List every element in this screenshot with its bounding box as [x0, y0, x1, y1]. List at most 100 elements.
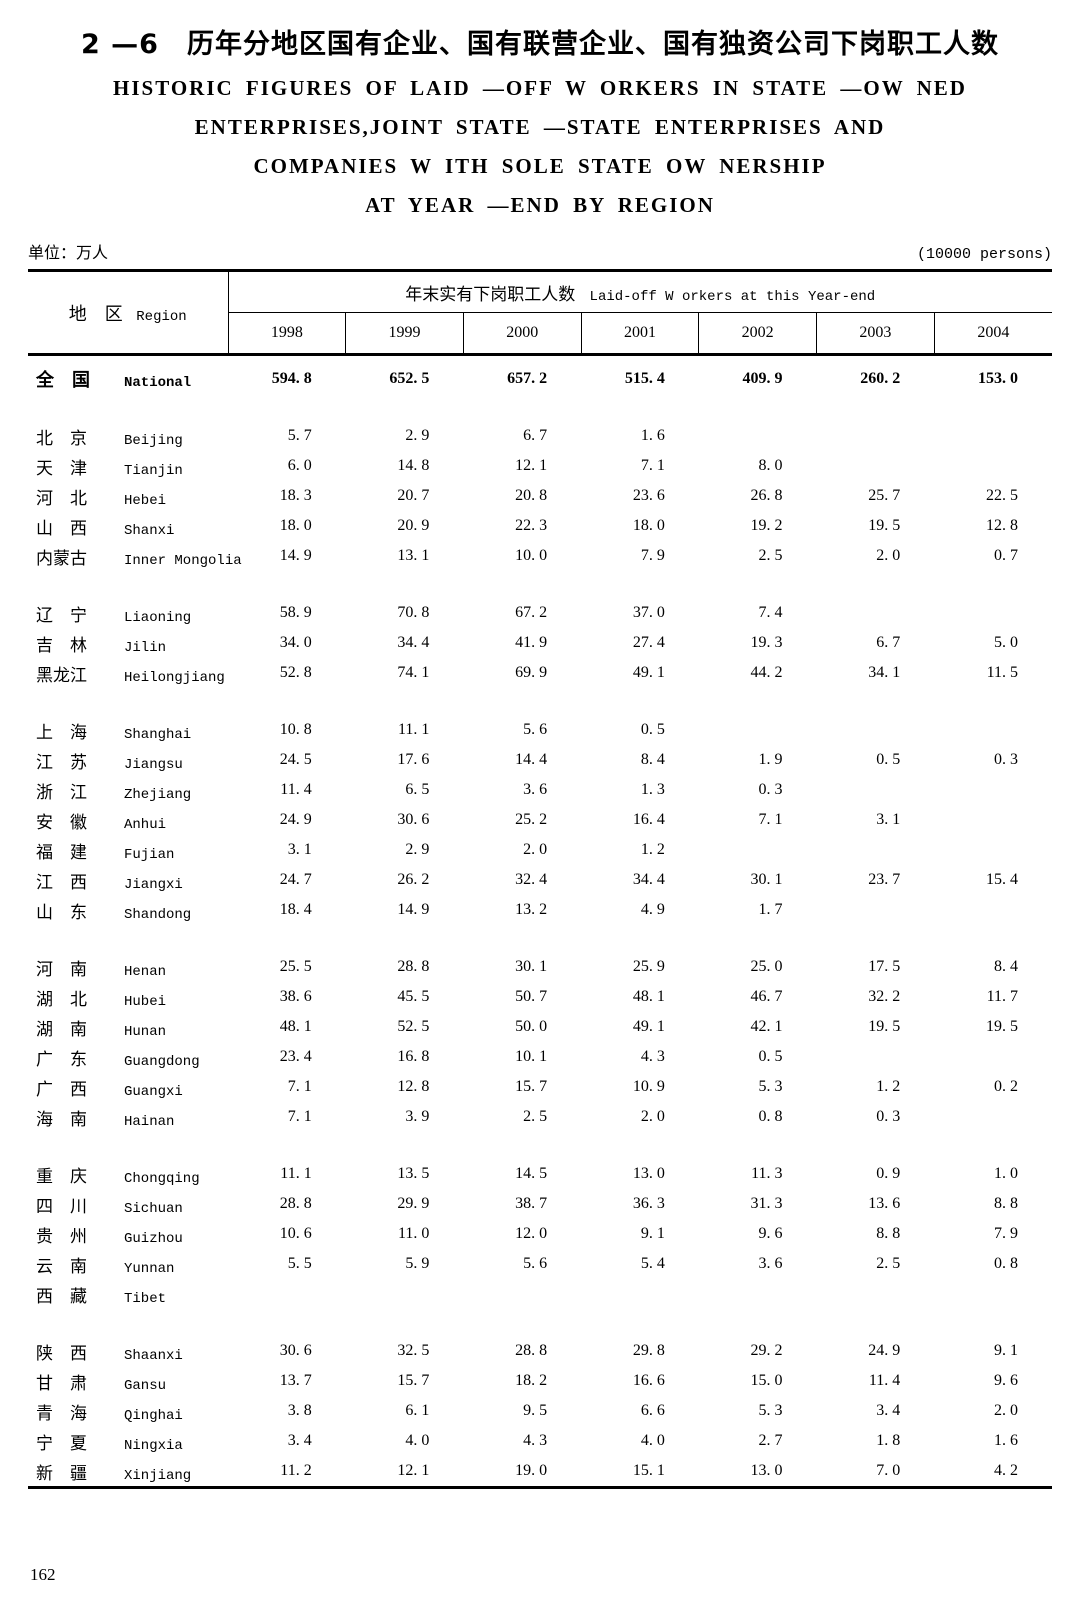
value-cell: 4. 0 [405, 1432, 430, 1449]
value-cell [817, 598, 935, 628]
year-column-header: 2001 [580, 312, 699, 356]
region-cell: 重 庆 Chongqing [28, 1159, 228, 1189]
value-cell [817, 835, 935, 865]
region-name-english: Tibet [124, 1290, 167, 1307]
value-cell: 30. 6 [279, 1342, 312, 1359]
value-cell: 2. 0 [640, 1108, 665, 1125]
value-cell: 9. 5 [523, 1402, 548, 1419]
value-cell: 7. 1 [758, 811, 783, 828]
value-cell: 5. 6 [523, 1255, 548, 1272]
year-column-header: 2004 [933, 312, 1052, 356]
value-cell: 3. 4 [287, 1432, 312, 1449]
region-cell: 湖 北 Hubei [28, 982, 228, 1012]
region-name-chinese: 江 苏 [36, 752, 87, 772]
table-row: 安 徽 Anhui 24. 9 30. 6 25. 2 16. 4 7. 1 3. 1 [28, 805, 1052, 835]
table-row: 河 北 Hebei 18. 3 20. 7 20. 8 23. 6 26. 8 25. 7 22… [28, 481, 1052, 511]
value-cell: 10. 8 [279, 721, 312, 738]
value-cell: 14. 4 [515, 751, 548, 768]
value-cell: 20. 7 [397, 487, 430, 504]
region-cell: 湖 南 Hunan [28, 1012, 228, 1042]
value-cell: 15. 0 [750, 1372, 783, 1389]
value-cell: 49. 1 [632, 1018, 665, 1035]
table-row: 云 南 Yunnan 5. 5 5. 9 5. 6 5. 4 3. 6 2. 5 0. 8 [28, 1249, 1052, 1279]
region-name-english: Guizhou [124, 1230, 183, 1247]
value-cell: 69. 9 [515, 664, 548, 681]
value-cell: 652. 5 [389, 370, 430, 387]
value-cell: 32. 2 [868, 988, 901, 1005]
value-cell: 18. 4 [279, 901, 312, 918]
value-cell: 6. 7 [523, 427, 548, 444]
value-cell: 20. 9 [397, 517, 430, 534]
value-cell: 34. 0 [279, 634, 312, 651]
title-en-line-2: ENTERPRISES,JOINT STATE —STATE ENTERPRIS… [194, 115, 886, 139]
value-cell [581, 1279, 699, 1309]
spacer-cell [28, 1309, 1052, 1336]
region-cell: 上 海 Shanghai [28, 715, 228, 745]
region-name-english: Sichuan [124, 1200, 183, 1217]
value-cell: 49. 1 [632, 664, 665, 681]
value-cell: 25. 9 [632, 958, 665, 975]
region-name-english: Guangxi [124, 1083, 183, 1100]
value-cell: 0. 3 [876, 1108, 901, 1125]
region-name-english: Liaoning [124, 609, 192, 626]
table-row: 西 藏 Tibet [28, 1279, 1052, 1309]
value-cell: 37. 0 [632, 604, 665, 621]
spacer-cell [28, 1132, 1052, 1159]
year-column-header: 2003 [816, 312, 935, 356]
region-name-english: Ningxia [124, 1437, 183, 1454]
table-row: 江 西 Jiangxi 24. 7 26. 2 32. 4 34. 4 30. 1 23. 7… [28, 865, 1052, 895]
value-cell: 14. 9 [279, 547, 312, 564]
page-title-english: HISTORIC FIGURES OF LAID —OFF W ORKERS I… [28, 69, 1052, 225]
value-cell: 28. 8 [279, 1195, 312, 1212]
value-cell [934, 421, 1052, 451]
value-cell: 3. 6 [758, 1255, 783, 1272]
region-name-chinese: 浙 江 [36, 782, 87, 802]
value-cell: 29. 2 [750, 1342, 783, 1359]
value-cell: 23. 4 [279, 1048, 312, 1065]
table-row: 河 南 Henan 25. 5 28. 8 30. 1 25. 9 25. 0 17. 5 8.… [28, 952, 1052, 982]
region-name-chinese: 新 疆 [36, 1463, 87, 1483]
value-cell: 34. 4 [632, 871, 665, 888]
region-cell: 黑龙江 Heilongjiang [28, 658, 228, 688]
value-cell: 30. 1 [750, 871, 783, 888]
value-cell: 13. 1 [397, 547, 430, 564]
value-cell: 52. 5 [397, 1018, 430, 1035]
value-cell: 12. 1 [397, 1462, 430, 1479]
spacer-cell [28, 688, 1052, 715]
value-cell [934, 1102, 1052, 1132]
value-cell: 14. 5 [515, 1165, 548, 1182]
value-cell: 74. 1 [397, 664, 430, 681]
region-name-english: Guangdong [124, 1053, 200, 1070]
value-cell: 19. 3 [750, 634, 783, 651]
value-cell: 0. 2 [994, 1078, 1018, 1095]
value-cell [934, 835, 1052, 865]
value-cell: 13. 0 [632, 1165, 665, 1182]
value-cell [817, 421, 935, 451]
region-name-chinese: 吉 林 [36, 635, 87, 655]
value-cell: 11. 0 [398, 1225, 430, 1242]
region-column-header: 地 区 Region [28, 270, 229, 356]
value-cell: 1. 8 [876, 1432, 901, 1449]
table-row: 甘 肃 Gansu 13. 7 15. 7 18. 2 16. 6 15. 0 11. 4 9.… [28, 1366, 1052, 1396]
value-cell: 15. 4 [986, 871, 1018, 888]
region-name-chinese: 福 建 [36, 842, 87, 862]
value-cell: 4. 9 [640, 901, 665, 918]
table-row: 山 东 Shandong 18. 4 14. 9 13. 2 4. 9 1. 7 [28, 895, 1052, 925]
value-cell: 1. 2 [876, 1078, 901, 1095]
region-name-chinese: 北 京 [36, 428, 87, 448]
value-cell: 153. 0 [978, 370, 1018, 387]
value-cell: 12. 8 [986, 517, 1018, 534]
value-cell: 1. 2 [640, 841, 665, 858]
value-cell: 3. 1 [876, 811, 901, 828]
value-cell: 41. 9 [515, 634, 548, 651]
region-name-english: Shaanxi [124, 1347, 183, 1364]
region-cell: 北 京 Beijing [28, 421, 228, 451]
value-cell: 3. 6 [523, 781, 548, 798]
yearbook-page: 2 —6 历年分地区国有企业、国有联营企业、国有独资公司下岗职工人数 HISTO… [28, 29, 1052, 1489]
span-header-chinese: 年末实有下岗职工人数 [405, 284, 576, 304]
region-name-english: Beijing [124, 432, 183, 449]
region-header-chinese: 地 区 [68, 303, 123, 324]
table-row: 广 西 Guangxi 7. 1 12. 8 15. 7 10. 9 5. 3 1. 2 0. … [28, 1072, 1052, 1102]
value-cell: 9. 1 [994, 1342, 1018, 1359]
value-cell [817, 895, 935, 925]
